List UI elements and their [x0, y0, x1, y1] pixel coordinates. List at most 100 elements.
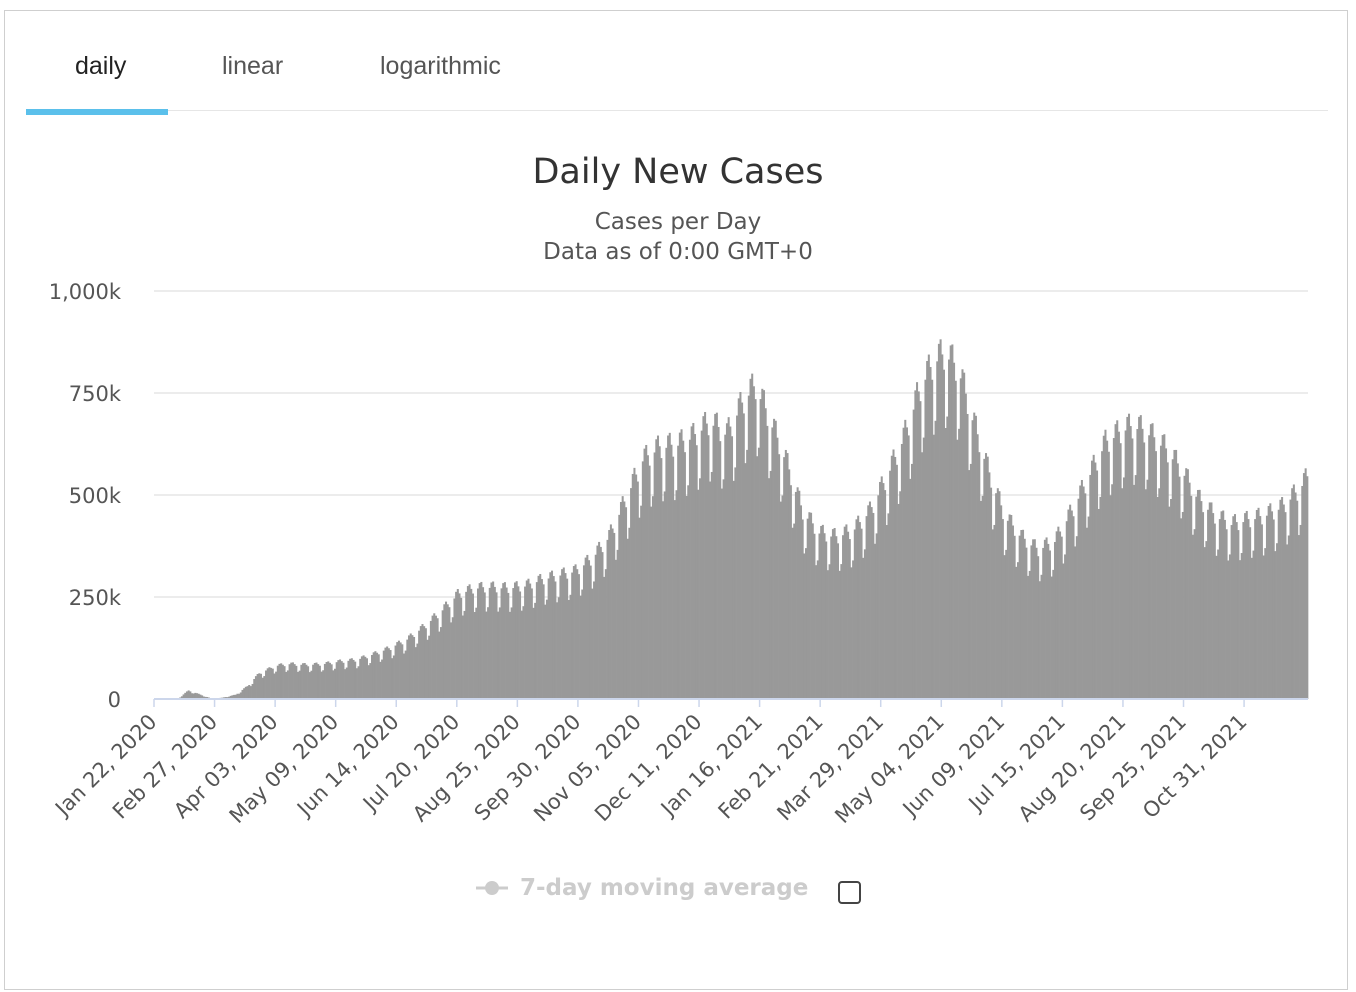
chart-bar — [270, 667, 273, 699]
chart-bar — [512, 588, 515, 699]
chart-bar — [1042, 547, 1045, 699]
chart-bar — [905, 427, 908, 699]
tab-daily[interactable]: daily — [75, 52, 127, 80]
chart-bar — [683, 452, 686, 699]
chart-bar — [448, 607, 451, 699]
chart-bar — [421, 624, 424, 699]
chart-bar — [818, 533, 821, 699]
chart-bar — [613, 532, 616, 699]
chart-bar — [1207, 509, 1210, 699]
chart-bar — [1080, 479, 1083, 699]
tab-linear[interactable]: linear — [222, 52, 284, 80]
chart-bar — [394, 645, 397, 699]
chart-bar — [1092, 454, 1095, 699]
chart-bar — [273, 673, 276, 699]
chart-bar — [234, 694, 237, 699]
chart-bar — [419, 626, 422, 699]
chart-bar — [725, 423, 728, 699]
moving-average-checkbox[interactable] — [838, 881, 861, 904]
chart-bar — [712, 425, 715, 699]
chart-bar — [1067, 509, 1070, 699]
chart-bar — [867, 505, 870, 699]
chart-bar — [384, 647, 387, 699]
chart-bar — [700, 430, 703, 699]
chart-bar — [973, 412, 976, 699]
chart-bar — [374, 651, 377, 699]
chart-bar — [382, 650, 385, 699]
chart-bar — [275, 671, 278, 699]
chart-bar — [803, 553, 806, 699]
chart-bar — [1208, 502, 1211, 699]
chart-bar — [1171, 459, 1174, 699]
chart-bar — [968, 470, 971, 699]
x-tick-label: Feb 27, 2020 — [108, 710, 222, 824]
chart-bar — [892, 449, 895, 699]
chart-bar — [828, 564, 831, 699]
chart-bar — [413, 636, 416, 699]
chart-bar — [1222, 510, 1225, 699]
chart-bar — [1292, 484, 1295, 699]
chart-bar — [1245, 510, 1248, 699]
chart-bar — [983, 458, 986, 699]
chart-bar — [939, 339, 942, 699]
chart-bar — [922, 437, 925, 699]
chart-bar — [1249, 527, 1252, 699]
chart-bar — [626, 538, 629, 699]
chart-bar — [402, 653, 405, 699]
chart-bar — [192, 693, 195, 699]
chart-bar — [1287, 535, 1290, 699]
chart-bar — [1035, 547, 1038, 699]
tab-logarithmic[interactable]: logarithmic — [380, 52, 501, 80]
chart-bar — [1128, 413, 1131, 699]
chart-bar — [641, 461, 644, 699]
chart-bar — [887, 513, 890, 699]
chart-bar — [236, 693, 239, 699]
chart-bar — [929, 366, 932, 699]
chart-bar — [265, 670, 268, 699]
chart-bar — [1166, 462, 1169, 699]
chart-bar — [397, 640, 400, 699]
chart-bar — [392, 655, 395, 699]
chart-bar — [559, 575, 562, 699]
x-tick-label: Feb 21, 2021 — [714, 710, 828, 824]
chart-bar — [1099, 496, 1102, 699]
chart-bar — [976, 434, 979, 699]
chart-bar — [990, 487, 993, 699]
chart-bar — [631, 473, 634, 699]
chart-bar — [688, 439, 691, 699]
chart-bar — [863, 549, 866, 699]
chart-bar — [904, 419, 907, 699]
chart-bar — [791, 527, 794, 699]
chart-bar — [520, 610, 523, 699]
legend-item-moving-average[interactable]: 7-day moving average — [474, 870, 808, 906]
chart-bar — [690, 426, 693, 699]
chart-bar — [630, 488, 633, 699]
chart-bar — [460, 597, 463, 699]
x-tick-label: Jan 22, 2020 — [49, 710, 161, 822]
chart-bar — [850, 567, 853, 699]
chart-bar — [1070, 510, 1073, 699]
chart-bar — [729, 426, 732, 699]
chart-bar — [902, 427, 905, 699]
chart-bar — [924, 379, 927, 699]
chart-bar — [1191, 534, 1194, 699]
chart-bar — [443, 604, 446, 699]
chart-bar — [537, 575, 540, 699]
chart-bar — [288, 664, 291, 699]
chart-bar — [838, 570, 841, 699]
chart-bar — [1217, 549, 1220, 699]
chart-bar — [1198, 489, 1201, 699]
chart-bar — [769, 470, 772, 699]
chart-bar — [529, 583, 532, 699]
chart-bar — [248, 685, 251, 699]
chart-bar — [478, 583, 481, 699]
chart-bar — [773, 418, 776, 699]
chart-bar — [180, 696, 183, 699]
chart-bar — [450, 622, 453, 699]
chart-bar — [969, 463, 972, 699]
chart-bar — [473, 612, 476, 699]
chart-bar — [917, 391, 920, 699]
chart-bar — [732, 480, 735, 699]
chart-bar — [569, 594, 572, 699]
